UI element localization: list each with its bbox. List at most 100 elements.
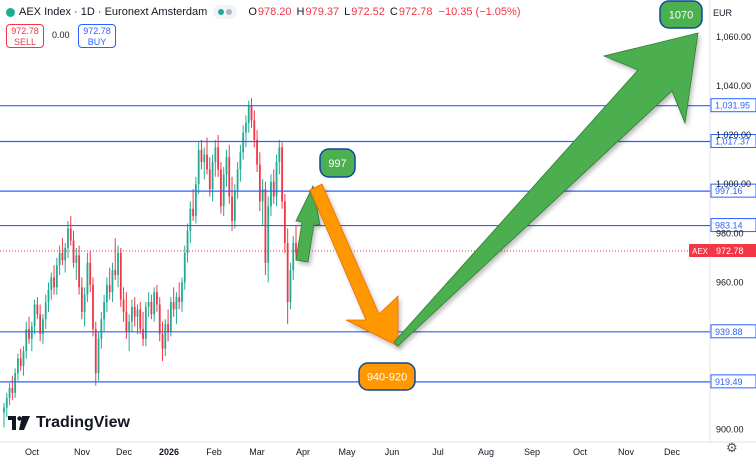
candle-body [53,277,55,288]
candle-body [75,255,78,263]
candle-body [17,358,19,374]
time-tick-label: 2026 [159,447,179,457]
last-price-label: 972.78 [716,246,744,256]
candle-body [30,326,33,339]
candle-body [111,270,114,293]
time-tick-label: Mar [249,447,265,457]
currency-label[interactable]: EUR [713,8,733,18]
sell-button[interactable]: 972.78 SELL [6,24,44,48]
candle-body [150,302,153,315]
candle-body [164,324,167,349]
candle-body [36,304,39,315]
time-tick-label: Oct [25,447,40,457]
candle-body [250,105,253,121]
candle-body [78,255,80,288]
candle-body [55,265,58,288]
symbol-tag-label: AEX [692,247,709,256]
candle-body [61,252,64,261]
annotation-text: 997 [328,158,346,170]
level-tag [710,374,756,389]
projection-arrows[interactable] [295,32,699,347]
candle-body [80,287,83,312]
candle-body [39,314,42,334]
time-tick-label: Nov [618,447,635,457]
candle-body [133,306,136,317]
high-value: 979.37 [305,6,340,18]
candle-body [94,329,97,374]
buy-label: BUY [87,37,107,47]
tradingview-logo[interactable]: TradingView [8,414,130,432]
candle-body [220,169,222,207]
candle-body [33,304,36,327]
candle-body [114,270,117,276]
level-tag [710,324,756,339]
settings-gear-icon[interactable]: ⚙ [726,440,738,455]
candle-body [217,147,220,170]
candle-body [247,105,250,123]
candle-body [161,333,164,349]
price-tick-label: 960.00 [716,277,744,287]
candle-body [197,149,200,185]
price-tick-label: 900.00 [716,425,744,435]
candle-body [239,152,242,170]
level-tag [710,134,756,149]
open-value: 978.20 [257,6,292,18]
indicator-badge[interactable] [213,5,238,19]
open-label: O [248,6,257,18]
candle-body [258,164,261,202]
candle-body [139,309,142,330]
candle-body [128,321,131,332]
annotation-callout[interactable] [659,0,703,29]
level-tag [710,183,756,198]
annotation-callout[interactable] [358,362,416,391]
time-tick-label: Nov [74,447,91,457]
price-tick-label: 1,020.00 [716,130,751,140]
buy-button[interactable]: 972.78 BUY [78,24,116,48]
time-tick-label: May [338,447,356,457]
status-dot-icon [226,9,233,15]
candle-body [167,324,169,332]
candle-body [42,319,44,334]
candle-body [122,299,125,312]
arrow-green-large[interactable] [393,32,699,347]
candle-body [208,169,211,190]
time-axis[interactable]: Oct Nov Dec 2026 Feb Mar Apr May Jun Jul Aug Sep Oct… [25,447,681,457]
annotation-callout[interactable] [319,148,356,178]
level-label: 1,017.37 [715,137,750,147]
close-label: C [389,6,398,18]
annotation-text: 1070 [669,10,693,22]
price-axis[interactable]: 900.00 960.00 980.00 1,000.00 1,020.00 1,040.… [689,32,756,435]
candle-body [236,169,239,192]
candle-body [211,162,214,190]
time-tick-label: Dec [116,447,133,457]
candle-body [283,201,286,244]
candle-body [142,329,144,339]
candle-body [286,243,289,303]
candle-body [242,132,245,153]
candle-body [253,120,256,140]
candle-body [89,262,92,285]
last-price-tag [711,244,756,258]
annotations[interactable]: 997 940-920 1070 [319,0,703,391]
candle-body [67,228,69,249]
candle-body [108,284,111,293]
candle-body [28,329,30,339]
arrow-orange-down[interactable] [309,183,399,347]
close-value: 972.78 [398,6,433,18]
candle-body [105,284,108,303]
plot-area[interactable] [0,0,710,442]
status-dot-icon [218,9,225,15]
candle-body [153,292,156,315]
candle-body [83,294,86,312]
price-tick-label: 1,000.00 [716,179,751,189]
symbol-title[interactable]: AEX Index · 1D · Euronext Amsterdam [19,6,208,18]
candle-body [47,289,50,303]
annotation-text: 940-920 [367,372,407,384]
candle-body [14,373,17,393]
candle-body [117,252,119,276]
candle-body [147,302,150,307]
candle-body [11,387,14,393]
low-value: 972.52 [351,6,385,18]
